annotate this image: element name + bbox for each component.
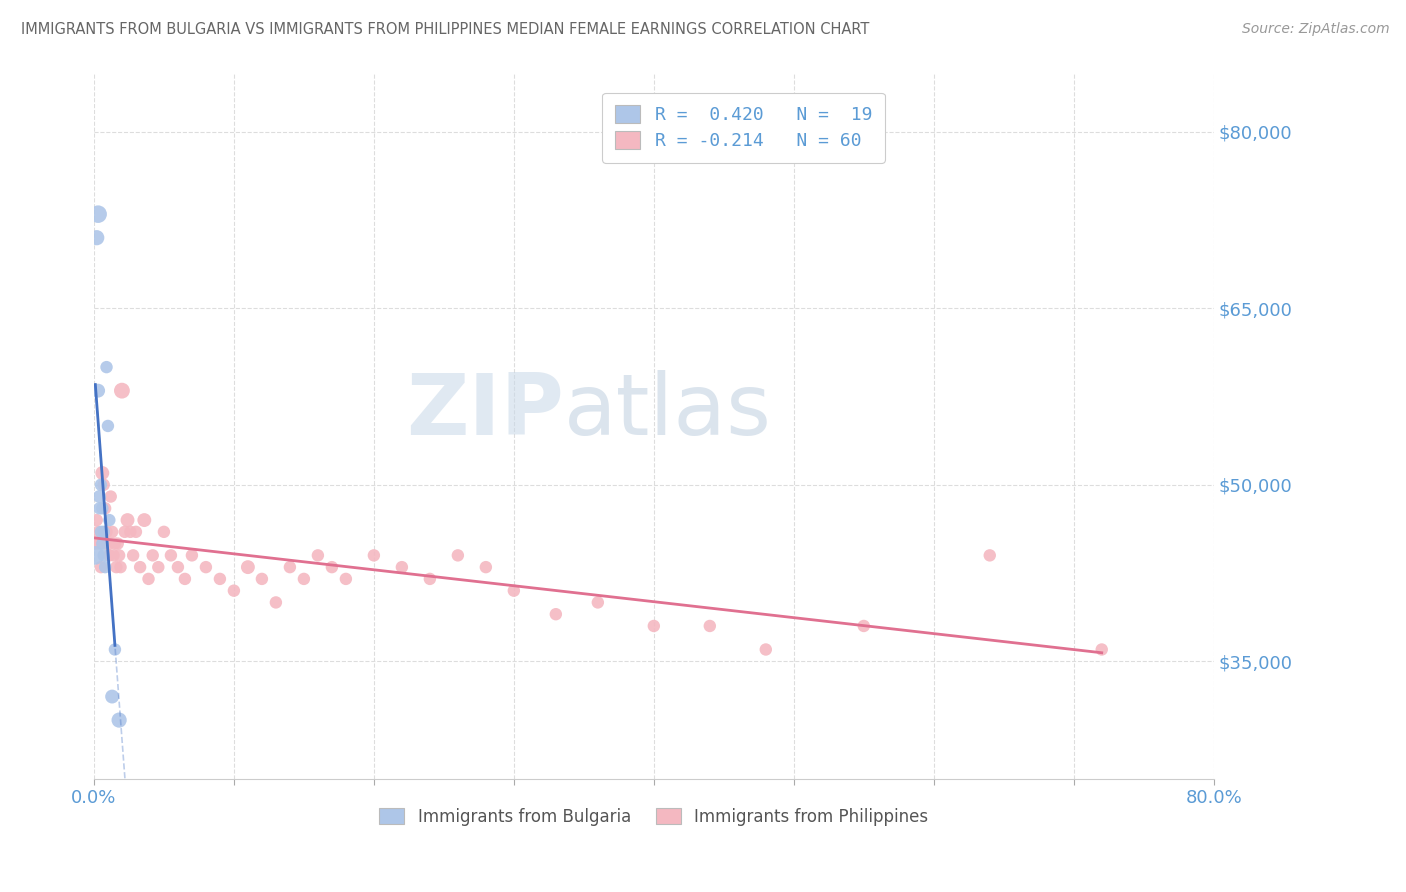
Point	[321, 560, 343, 574]
Point	[222, 583, 245, 598]
Point	[98, 513, 121, 527]
Point	[110, 560, 132, 574]
Text: atlas: atlas	[564, 370, 772, 453]
Point	[96, 524, 118, 539]
Point	[89, 536, 111, 550]
Point	[544, 607, 567, 622]
Point	[475, 560, 498, 574]
Point	[101, 524, 124, 539]
Text: IMMIGRANTS FROM BULGARIA VS IMMIGRANTS FROM PHILIPPINES MEDIAN FEMALE EARNINGS C: IMMIGRANTS FROM BULGARIA VS IMMIGRANTS F…	[21, 22, 869, 37]
Point	[84, 536, 107, 550]
Point	[93, 477, 115, 491]
Point	[180, 549, 202, 563]
Point	[98, 549, 121, 563]
Point	[419, 572, 441, 586]
Point	[174, 572, 197, 586]
Point	[91, 466, 114, 480]
Point	[194, 560, 217, 574]
Point	[142, 549, 165, 563]
Point	[97, 536, 120, 550]
Point	[250, 572, 273, 586]
Point	[236, 560, 259, 574]
Point	[87, 384, 110, 398]
Point	[122, 549, 145, 563]
Point	[643, 619, 665, 633]
Point	[111, 384, 134, 398]
Text: ZIP: ZIP	[406, 370, 564, 453]
Point	[292, 572, 315, 586]
Text: Source: ZipAtlas.com: Source: ZipAtlas.com	[1241, 22, 1389, 37]
Point	[117, 513, 139, 527]
Point	[160, 549, 183, 563]
Point	[153, 524, 176, 539]
Point	[104, 642, 127, 657]
Point	[391, 560, 413, 574]
Point	[699, 619, 721, 633]
Point	[1091, 642, 1114, 657]
Point	[104, 536, 127, 550]
Point	[90, 524, 112, 539]
Point	[94, 501, 117, 516]
Point	[96, 360, 118, 375]
Point	[90, 477, 112, 491]
Point	[107, 536, 129, 550]
Point	[108, 549, 131, 563]
Point	[264, 595, 287, 609]
Point	[125, 524, 148, 539]
Point	[90, 560, 112, 574]
Point	[89, 490, 111, 504]
Point	[447, 549, 470, 563]
Legend: Immigrants from Bulgaria, Immigrants from Philippines: Immigrants from Bulgaria, Immigrants fro…	[371, 799, 936, 834]
Point	[94, 560, 117, 574]
Point	[87, 524, 110, 539]
Point	[120, 524, 142, 539]
Point	[148, 560, 170, 574]
Point	[108, 713, 131, 727]
Point	[89, 501, 111, 516]
Point	[97, 419, 120, 434]
Point	[852, 619, 875, 633]
Point	[91, 501, 114, 516]
Point	[93, 549, 115, 563]
Point	[208, 572, 231, 586]
Point	[134, 513, 156, 527]
Point	[138, 572, 160, 586]
Point	[84, 549, 107, 563]
Point	[129, 560, 152, 574]
Point	[87, 207, 110, 221]
Point	[278, 560, 301, 574]
Point	[586, 595, 609, 609]
Point	[335, 572, 357, 586]
Point	[979, 549, 1001, 563]
Point	[101, 690, 124, 704]
Point	[86, 230, 108, 244]
Point	[86, 513, 108, 527]
Point	[167, 560, 190, 574]
Point	[93, 524, 115, 539]
Point	[755, 642, 778, 657]
Point	[307, 549, 329, 563]
Point	[114, 524, 136, 539]
Point	[100, 490, 122, 504]
Point	[502, 583, 524, 598]
Point	[91, 536, 114, 550]
Point	[105, 560, 128, 574]
Point	[103, 549, 125, 563]
Point	[363, 549, 385, 563]
